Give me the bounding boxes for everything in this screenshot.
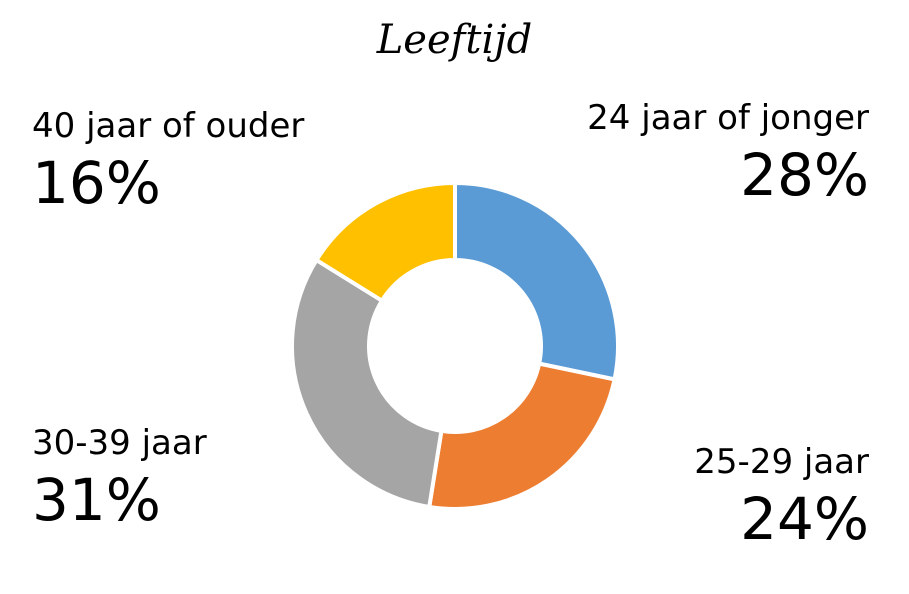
category-label: 40 jaar of ouder	[32, 106, 305, 146]
slice-label-24-or-younger: 24 jaar of jonger 28%	[587, 96, 869, 210]
percent-label: 24%	[740, 485, 869, 553]
slice-25-29	[426, 361, 617, 511]
slice-label-25-29: 25-29 jaar 24%	[694, 440, 869, 554]
slice-24-or-younger	[453, 180, 620, 382]
percent-label: 16%	[32, 149, 161, 217]
slice-label-30-39: 30-39 jaar 31%	[32, 421, 207, 535]
chart-title: Leeftijd	[376, 17, 533, 63]
slice-40-or-older	[313, 180, 457, 304]
percent-label: 28%	[740, 141, 869, 209]
category-label: 24 jaar of jonger	[587, 98, 869, 138]
slice-30-39	[290, 257, 444, 510]
category-label: 25-29 jaar	[694, 442, 869, 482]
category-label: 30-39 jaar	[32, 423, 207, 463]
slice-label-40-or-older: 40 jaar of ouder 16%	[32, 104, 304, 218]
percent-label: 31%	[32, 466, 161, 534]
